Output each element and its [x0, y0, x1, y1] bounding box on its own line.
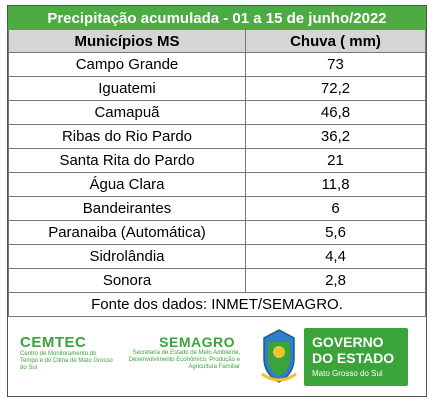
cell-chuva: 72,2 — [245, 76, 426, 101]
cell-chuva: 21 — [245, 148, 426, 173]
cell-municipio: Sidrolândia — [8, 244, 246, 269]
table-row: Santa Rita do Pardo 21 — [8, 148, 426, 173]
logo-footer: CEMTEC Centro de Monitoramento do Tempo … — [8, 298, 426, 396]
cell-chuva: 36,2 — [245, 124, 426, 149]
table-row: Sidrolândia 4,4 — [8, 244, 426, 269]
semagro-name: SEMAGRO — [159, 334, 235, 350]
cell-municipio: Sonora — [8, 268, 246, 293]
cemtec-name: CEMTEC — [20, 334, 87, 351]
gov-line1: GOVERNO — [312, 334, 384, 350]
cell-chuva: 5,6 — [245, 220, 426, 245]
header-municipio: Municípios MS — [8, 29, 246, 53]
table-row: Ribas do Rio Pardo 36,2 — [8, 124, 426, 149]
cell-municipio: Ribas do Rio Pardo — [8, 124, 246, 149]
cell-municipio: Água Clara — [8, 172, 246, 197]
cemtec-subtitle: Centro de Monitoramento do Tempo e do Cl… — [20, 351, 113, 371]
cemtec-logo: CEMTEC Centro de Monitoramento do Tempo … — [20, 334, 115, 372]
cell-chuva: 4,4 — [245, 244, 426, 269]
table-row: Bandeirantes 6 — [8, 196, 426, 221]
cell-municipio: Camapuã — [8, 100, 246, 125]
cell-municipio: Paranaiba (Automática) — [8, 220, 246, 245]
table-row: Camapuã 46,8 — [8, 100, 426, 125]
gov-line2: DO ESTADO — [312, 350, 395, 366]
table-row: Sonora 2,8 — [8, 268, 426, 293]
gov-line3: Mato Grosso do Sul — [312, 369, 383, 378]
data-source: Fonte dos dados: INMET/SEMAGRO. — [8, 292, 426, 317]
header-chuva: Chuva ( mm) — [245, 29, 426, 53]
cell-chuva: 6 — [245, 196, 426, 221]
governo-logo: GOVERNO DO ESTADO Mato Grosso do Sul — [304, 328, 408, 386]
semagro-subtitle: Secretaria de Estado de Meio Ambiente, D… — [128, 350, 240, 370]
table-title: Precipitação acumulada - 01 a 15 de junh… — [8, 6, 426, 30]
cell-chuva: 2,8 — [245, 268, 426, 293]
cell-municipio: Santa Rita do Pardo — [8, 148, 246, 173]
rainfall-table: Precipitação acumulada - 01 a 15 de junh… — [8, 6, 426, 317]
cell-chuva: 46,8 — [245, 100, 426, 125]
table-row: Iguatemi 72,2 — [8, 76, 426, 101]
table-row: Água Clara 11,8 — [8, 172, 426, 197]
cell-municipio: Iguatemi — [8, 76, 246, 101]
cell-chuva: 73 — [245, 52, 426, 77]
cell-chuva: 11,8 — [245, 172, 426, 197]
cell-municipio: Campo Grande — [8, 52, 246, 77]
state-crest-icon — [261, 329, 297, 383]
table-row: Campo Grande 73 — [8, 52, 426, 77]
semagro-logo: SEMAGRO Secretaria de Estado de Meio Amb… — [125, 334, 240, 371]
rainfall-report: Precipitação acumulada - 01 a 15 de junh… — [7, 5, 427, 397]
table-row: Paranaiba (Automática) 5,6 — [8, 220, 426, 245]
cell-municipio: Bandeirantes — [8, 196, 246, 221]
